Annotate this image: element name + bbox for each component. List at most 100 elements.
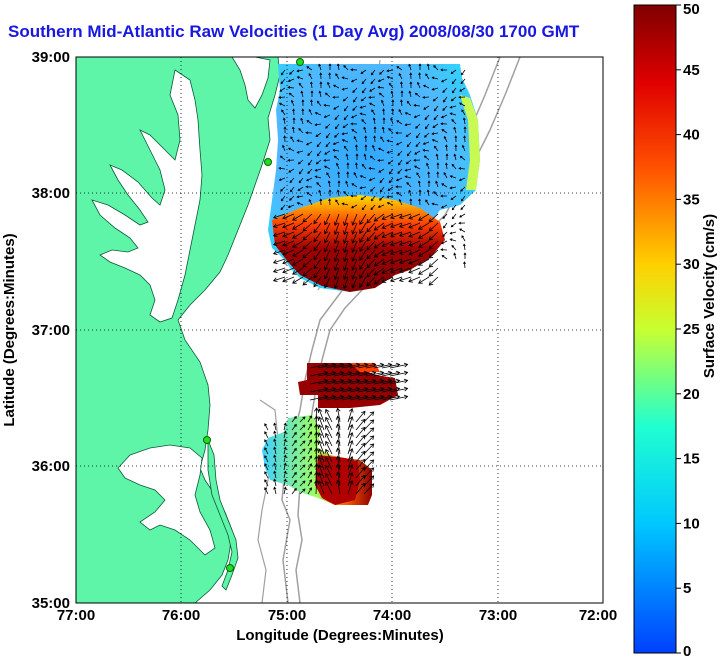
current-vector — [333, 231, 340, 245]
current-vector — [289, 177, 295, 184]
current-vector — [283, 126, 287, 133]
current-vector — [308, 199, 313, 206]
current-vector — [370, 78, 376, 85]
colorbar-tick-label: 0 — [683, 643, 691, 659]
current-vector — [297, 159, 304, 165]
current-vector — [272, 213, 286, 219]
current-vector — [359, 175, 367, 179]
current-vector — [418, 276, 430, 284]
radar-station — [226, 564, 234, 572]
current-vector — [319, 81, 323, 89]
current-vector — [424, 132, 430, 138]
current-vector — [333, 267, 340, 281]
current-vector — [426, 162, 430, 170]
current-vector — [359, 258, 367, 270]
current-vector — [283, 422, 287, 431]
current-vector — [351, 240, 358, 253]
current-vector — [451, 213, 457, 220]
current-vector — [328, 198, 332, 206]
current-vector — [433, 145, 439, 152]
current-vector — [273, 430, 277, 439]
current-vector — [325, 448, 333, 463]
current-vector — [272, 267, 286, 273]
current-vector — [343, 267, 349, 281]
current-vector — [291, 479, 297, 487]
current-vector — [299, 456, 306, 463]
current-vector — [272, 240, 286, 246]
plot-frame — [75, 56, 604, 604]
current-vector — [350, 122, 358, 126]
current-vector — [343, 240, 349, 254]
current-vector — [433, 105, 439, 112]
current-vector — [428, 249, 439, 259]
radar-stations — [203, 58, 304, 572]
current-vector — [351, 114, 358, 119]
current-vector — [381, 240, 394, 247]
current-vector — [416, 132, 421, 139]
current-vector — [381, 213, 394, 220]
current-vector — [288, 168, 295, 173]
current-vector — [408, 249, 421, 256]
current-vector — [317, 416, 325, 431]
current-vector — [364, 144, 368, 152]
current-vector — [433, 65, 439, 71]
current-vector — [283, 430, 287, 439]
current-vector — [366, 240, 376, 251]
current-vector — [423, 105, 430, 110]
current-vector — [440, 194, 447, 198]
current-vector — [343, 249, 349, 263]
current-vector — [377, 158, 385, 162]
current-vector — [335, 447, 341, 463]
current-vector — [313, 258, 322, 270]
current-vector — [335, 423, 341, 439]
current-vector — [431, 202, 439, 206]
current-vector — [264, 455, 269, 463]
current-vector — [333, 213, 340, 227]
current-vector — [333, 222, 340, 236]
current-vector — [290, 186, 295, 193]
current-vector — [418, 240, 430, 248]
current-vector — [292, 276, 304, 284]
current-vector — [418, 198, 422, 206]
grid-lines — [76, 57, 603, 603]
current-vector — [370, 69, 376, 76]
current-vector — [316, 100, 322, 107]
current-vector — [302, 276, 313, 286]
current-vector — [350, 194, 358, 198]
current-vector — [395, 185, 403, 189]
current-vector — [400, 99, 403, 107]
current-vector — [299, 440, 306, 447]
pamlico-sound — [117, 444, 216, 556]
current-vector — [442, 87, 448, 93]
current-vector — [398, 267, 412, 273]
y-tick-label: 36:00 — [32, 458, 70, 475]
current-vector — [359, 231, 367, 243]
current-vector — [264, 487, 269, 495]
current-vector — [353, 96, 358, 103]
current-vector — [306, 66, 313, 71]
current-vector — [291, 471, 297, 479]
current-vector — [428, 258, 439, 268]
colorbar-tick-label: 50 — [683, 1, 700, 18]
current-vector — [302, 249, 313, 259]
current-vector — [462, 117, 466, 125]
current-vector — [355, 144, 358, 152]
current-vector — [323, 158, 331, 162]
current-vector — [336, 162, 340, 170]
current-vector — [346, 162, 350, 170]
current-vector — [341, 76, 349, 80]
current-vector — [398, 249, 412, 255]
current-vector — [359, 105, 367, 109]
current-vector — [418, 222, 430, 230]
current-vector — [461, 109, 466, 116]
colorbar-label: Surface Velocity (cm/s) — [701, 214, 718, 378]
current-vector — [422, 148, 430, 152]
current-vector — [324, 240, 331, 253]
velocity-field-north-edge — [460, 95, 480, 190]
current-vector — [335, 415, 341, 431]
current-vector — [343, 114, 349, 121]
current-vector — [415, 123, 421, 129]
current-vector — [406, 141, 412, 148]
current-vector — [445, 162, 448, 170]
